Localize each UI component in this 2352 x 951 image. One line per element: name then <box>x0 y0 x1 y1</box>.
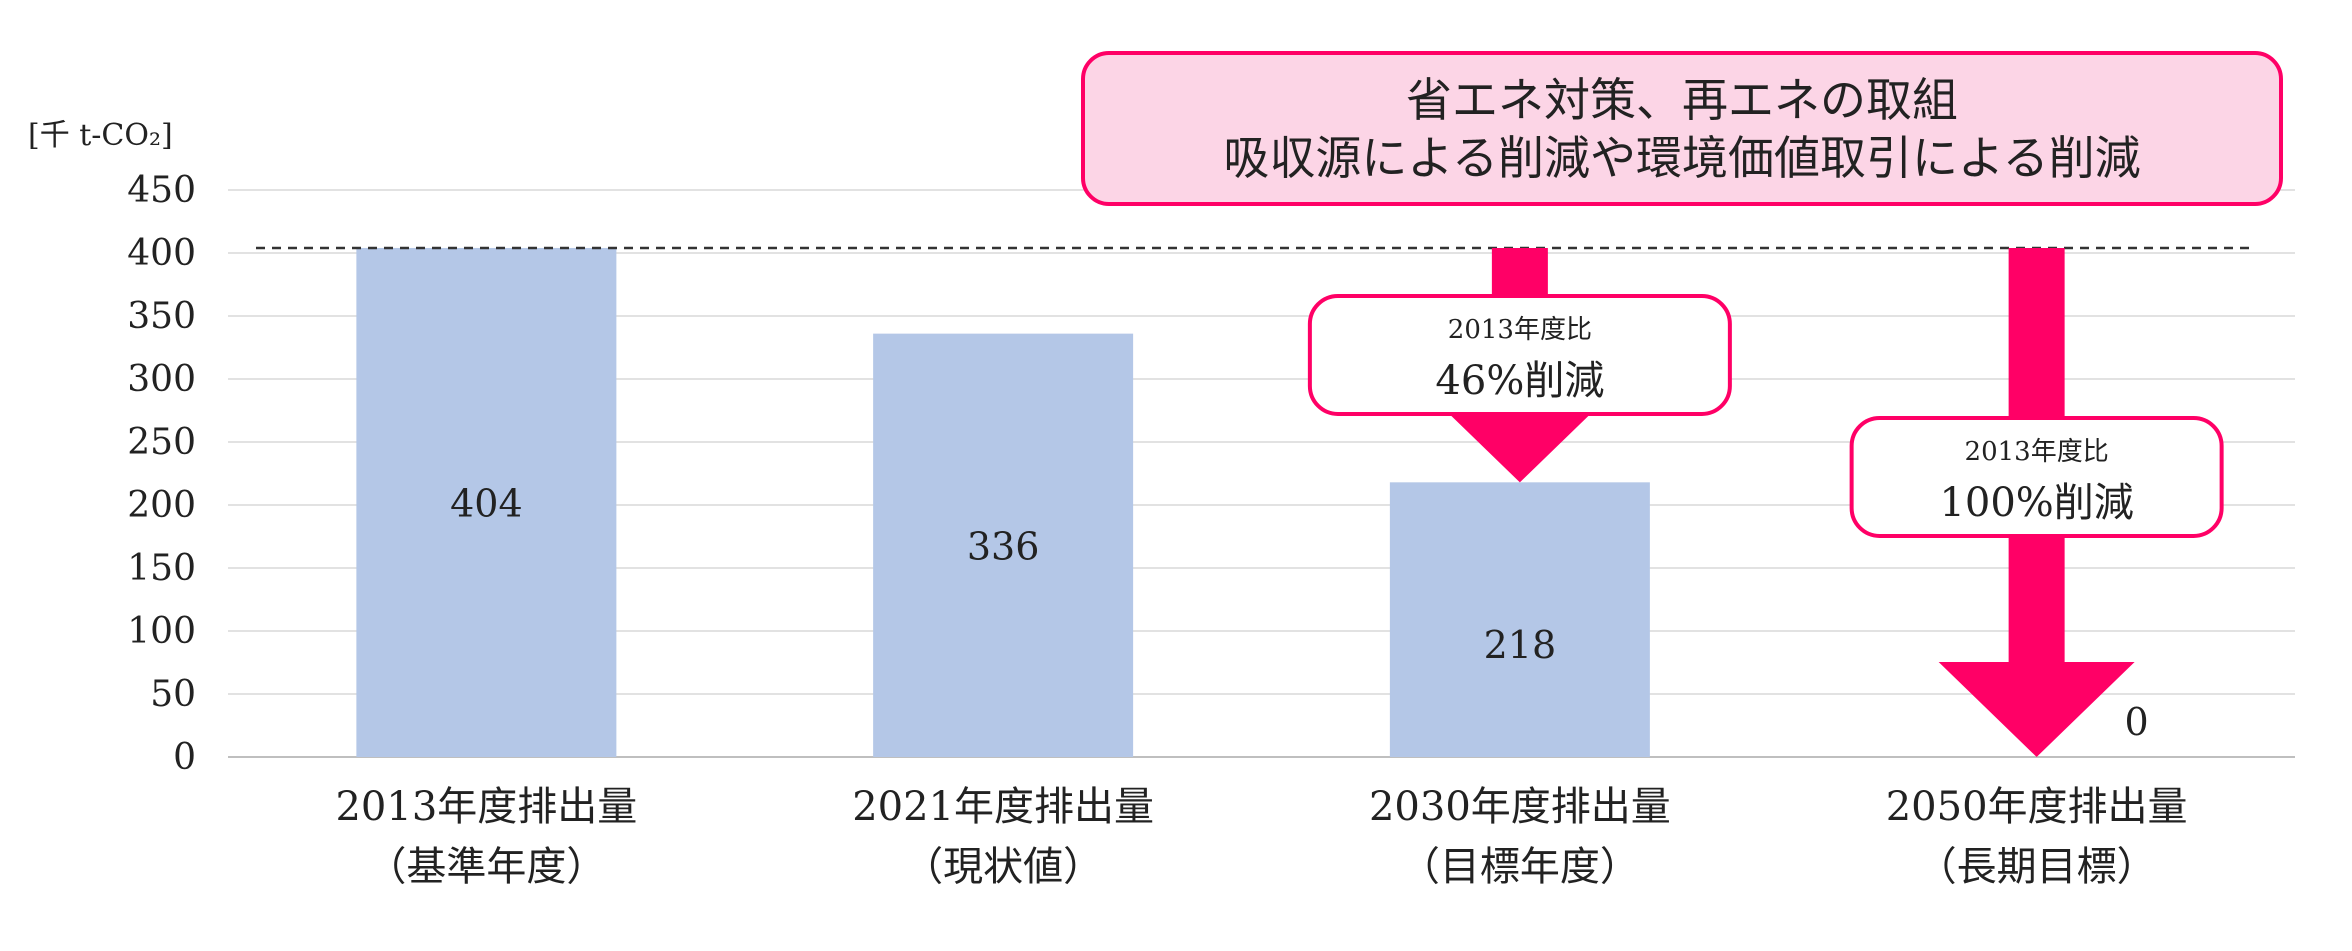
y-tick-250: 250 <box>127 422 196 463</box>
banner-line-1: 吸収源による削減や環境価値取引による削減 <box>1223 131 2140 185</box>
bar-1 <box>873 333 1134 757</box>
category-label-3-0: 2050年度排出量 <box>1886 784 2188 830</box>
callout-box-1 <box>1849 415 2224 538</box>
y-tick-450: 450 <box>127 170 196 211</box>
bar-value-label-1: 336 <box>967 524 1040 568</box>
banner-box <box>1081 51 2283 206</box>
bar-value-label-3: 0 <box>2125 700 2149 744</box>
callout-big-1: 100%削減 <box>1939 480 2133 526</box>
callout-small-0: 2013年度比 <box>1448 315 1592 345</box>
y-unit-label: [千 t-CO₂] <box>28 118 173 153</box>
category-label-0-1: （基準年度） <box>366 844 606 890</box>
y-tick-100: 100 <box>127 611 196 652</box>
y-tick-400: 400 <box>127 233 196 274</box>
category-label-3-1: （長期目標） <box>1917 844 2157 890</box>
callout-box-0 <box>1307 293 1732 416</box>
y-tick-350: 350 <box>127 296 196 337</box>
category-label-2-0: 2030年度排出量 <box>1369 784 1671 830</box>
banner-line-0: 省エネ対策、再エネの取組 <box>1406 73 1958 127</box>
y-tick-50: 50 <box>150 674 196 715</box>
category-label-1-1: （現状値） <box>903 844 1103 890</box>
y-tick-300: 300 <box>127 359 196 400</box>
bar-value-label-0: 404 <box>450 481 523 525</box>
category-label-0-0: 2013年度排出量 <box>335 784 637 830</box>
y-tick-0: 0 <box>173 737 196 778</box>
y-tick-150: 150 <box>127 548 196 589</box>
category-label-1-0: 2021年度排出量 <box>852 784 1154 830</box>
bar-0 <box>356 247 617 757</box>
y-axis-ticks: 0 50 100 150 200 250 300 350 400 450 <box>127 170 196 778</box>
bars: 404 336 218 0 <box>356 247 2149 757</box>
category-label-2-1: （目標年度） <box>1400 844 1640 890</box>
bar-value-label-2: 218 <box>1484 623 1557 667</box>
category-labels: 2013年度排出量 （基準年度） 2021年度排出量 （現状値） 2030年度排出量 （目… <box>335 784 2187 890</box>
y-tick-200: 200 <box>127 485 196 526</box>
callout-big-0: 46%削減 <box>1435 358 1604 404</box>
callout-small-1: 2013年度比 <box>1965 437 2109 467</box>
reduction-arrows: 2013年度比 46%削減 2013年度比 100%削減 <box>1307 247 2224 757</box>
bar-2 <box>1389 482 1650 757</box>
